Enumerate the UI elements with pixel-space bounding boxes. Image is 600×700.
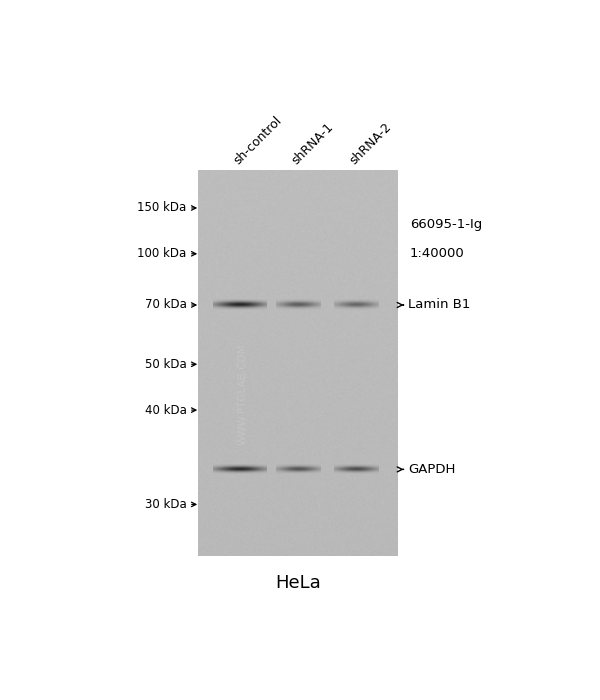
Text: 100 kDa: 100 kDa [137,247,187,260]
Text: 30 kDa: 30 kDa [145,498,187,511]
Text: GAPDH: GAPDH [408,463,455,476]
Text: Lamin B1: Lamin B1 [408,298,470,312]
Text: shRNA-2: shRNA-2 [347,121,394,167]
Text: 150 kDa: 150 kDa [137,202,187,214]
Text: 40 kDa: 40 kDa [145,404,187,416]
Text: HeLa: HeLa [275,575,321,592]
Text: 66095-1-Ig: 66095-1-Ig [410,218,482,230]
Text: shRNA-1: shRNA-1 [289,121,336,167]
Text: WWW.PTGLAB.COM: WWW.PTGLAB.COM [237,343,247,444]
Text: sh-control: sh-control [231,114,284,167]
Text: 70 kDa: 70 kDa [145,298,187,312]
Text: 1:40000: 1:40000 [410,247,464,260]
Text: 50 kDa: 50 kDa [145,358,187,371]
